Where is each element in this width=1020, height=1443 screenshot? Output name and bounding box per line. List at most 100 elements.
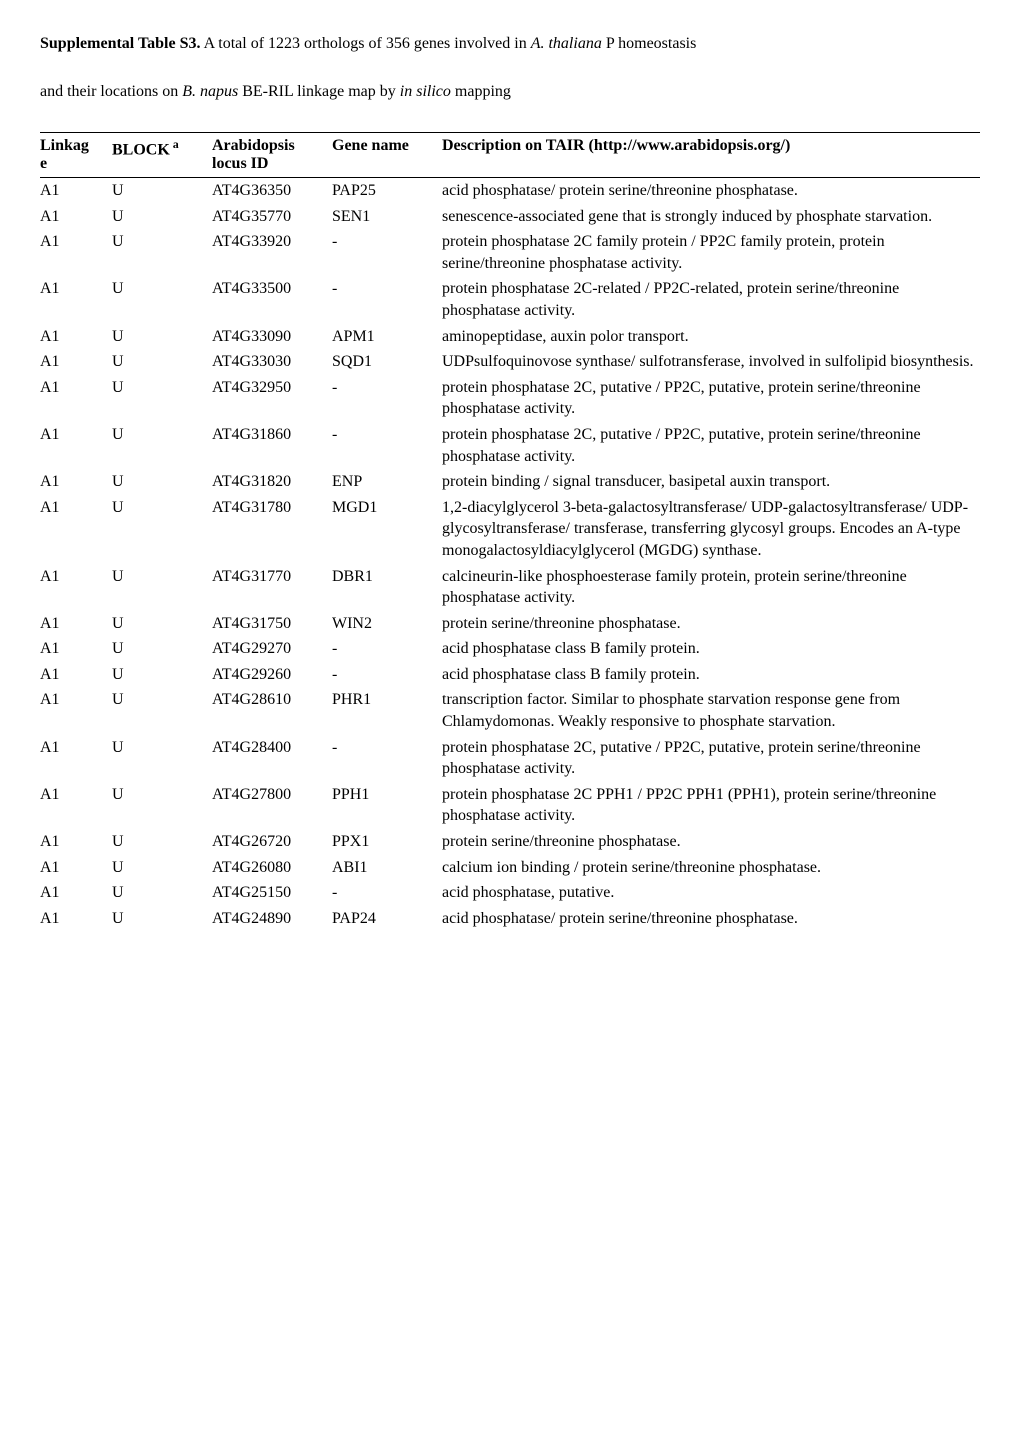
header-linkage-top: Linkag <box>40 137 89 154</box>
table-row: A1UAT4G28400-protein phosphatase 2C, put… <box>40 735 980 782</box>
cell-locus: AT4G36350 <box>212 178 332 204</box>
table-row: A1UAT4G33920-protein phosphatase 2C fami… <box>40 229 980 276</box>
header-block-text: BLOCK <box>112 141 170 158</box>
cell-desc: protein serine/threonine phosphatase. <box>442 611 980 637</box>
title-text-2b: BE-RIL linkage map by <box>238 83 400 100</box>
header-block-sup: a <box>170 137 179 151</box>
header-arabidopsis-top: Arabidopsis <box>212 137 295 154</box>
title-label: Supplemental Table S3. <box>40 35 201 52</box>
cell-desc: protein phosphatase 2C family protein / … <box>442 229 980 276</box>
cell-linkage: A1 <box>40 349 112 375</box>
cell-locus: AT4G26080 <box>212 855 332 881</box>
table-row: A1UAT4G33090APM1aminopeptidase, auxin po… <box>40 324 980 350</box>
title-text-2a: and their locations on <box>40 83 182 100</box>
cell-desc: transcription factor. Similar to phospha… <box>442 687 980 734</box>
cell-gene: SEN1 <box>332 204 442 230</box>
cell-gene: PPH1 <box>332 782 442 829</box>
cell-block: U <box>112 662 212 688</box>
cell-linkage: A1 <box>40 611 112 637</box>
cell-locus: AT4G31860 <box>212 422 332 469</box>
cell-desc: protein phosphatase 2C, putative / PP2C,… <box>442 735 980 782</box>
cell-block: U <box>112 229 212 276</box>
header-arabidopsis: Arabidopsis locus ID <box>212 133 332 178</box>
cell-gene: - <box>332 735 442 782</box>
table-row: A1UAT4G29270-acid phosphatase class B fa… <box>40 636 980 662</box>
cell-gene: PAP25 <box>332 178 442 204</box>
table-row: A1UAT4G28610PHR1transcription factor. Si… <box>40 687 980 734</box>
cell-desc: acid phosphatase/ protein serine/threoni… <box>442 906 980 932</box>
cell-locus: AT4G31750 <box>212 611 332 637</box>
cell-block: U <box>112 855 212 881</box>
title-line-1: Supplemental Table S3. A total of 1223 o… <box>40 32 980 56</box>
cell-gene: - <box>332 880 442 906</box>
cell-block: U <box>112 324 212 350</box>
cell-linkage: A1 <box>40 687 112 734</box>
table-row: A1UAT4G31860-protein phosphatase 2C, put… <box>40 422 980 469</box>
header-arabidopsis-bot: locus ID <box>212 155 268 172</box>
cell-linkage: A1 <box>40 422 112 469</box>
header-gene: Gene name <box>332 133 442 178</box>
table-row: A1UAT4G33030SQD1UDPsulfoquinovose syntha… <box>40 349 980 375</box>
cell-block: U <box>112 495 212 564</box>
table-row: A1UAT4G31820ENPprotein binding / signal … <box>40 469 980 495</box>
cell-locus: AT4G25150 <box>212 880 332 906</box>
cell-block: U <box>112 611 212 637</box>
cell-linkage: A1 <box>40 829 112 855</box>
table-row: A1UAT4G31770DBR1calcineurin-like phospho… <box>40 564 980 611</box>
cell-linkage: A1 <box>40 782 112 829</box>
header-linkage-bot: e <box>40 155 47 172</box>
cell-locus: AT4G26720 <box>212 829 332 855</box>
cell-desc: protein phosphatase 2C-related / PP2C-re… <box>442 276 980 323</box>
cell-block: U <box>112 636 212 662</box>
cell-block: U <box>112 735 212 782</box>
cell-desc: protein phosphatase 2C, putative / PP2C,… <box>442 422 980 469</box>
cell-block: U <box>112 829 212 855</box>
cell-locus: AT4G31780 <box>212 495 332 564</box>
cell-gene: - <box>332 375 442 422</box>
cell-block: U <box>112 276 212 323</box>
cell-gene: PHR1 <box>332 687 442 734</box>
title-block: Supplemental Table S3. A total of 1223 o… <box>40 32 980 104</box>
cell-desc: protein phosphatase 2C, putative / PP2C,… <box>442 375 980 422</box>
table-row: A1UAT4G26720PPX1protein serine/threonine… <box>40 829 980 855</box>
cell-locus: AT4G28400 <box>212 735 332 782</box>
title-italic-1: A. thaliana <box>531 35 602 52</box>
cell-linkage: A1 <box>40 324 112 350</box>
cell-desc: calcium ion binding / protein serine/thr… <box>442 855 980 881</box>
cell-gene: DBR1 <box>332 564 442 611</box>
cell-locus: AT4G28610 <box>212 687 332 734</box>
cell-desc: acid phosphatase/ protein serine/threoni… <box>442 178 980 204</box>
cell-block: U <box>112 204 212 230</box>
cell-desc: protein binding / signal transducer, bas… <box>442 469 980 495</box>
cell-gene: APM1 <box>332 324 442 350</box>
cell-gene: - <box>332 276 442 323</box>
cell-linkage: A1 <box>40 495 112 564</box>
table-header-row: Linkag e BLOCK a Arabidopsis locus ID Ge… <box>40 133 980 178</box>
table-row: A1UAT4G26080ABI1calcium ion binding / pr… <box>40 855 980 881</box>
cell-locus: AT4G29270 <box>212 636 332 662</box>
cell-locus: AT4G32950 <box>212 375 332 422</box>
cell-gene: ABI1 <box>332 855 442 881</box>
table-row: A1UAT4G25150-acid phosphatase, putative. <box>40 880 980 906</box>
table-row: A1UAT4G27800PPH1protein phosphatase 2C P… <box>40 782 980 829</box>
orthologs-table: Linkag e BLOCK a Arabidopsis locus ID Ge… <box>40 132 980 931</box>
cell-locus: AT4G35770 <box>212 204 332 230</box>
cell-desc: UDPsulfoquinovose synthase/ sulfotransfe… <box>442 349 980 375</box>
table-row: A1UAT4G31780MGD11,2-diacylglycerol 3-bet… <box>40 495 980 564</box>
table-row: A1UAT4G32950-protein phosphatase 2C, put… <box>40 375 980 422</box>
cell-locus: AT4G33500 <box>212 276 332 323</box>
header-desc: Description on TAIR (http://www.arabidop… <box>442 133 980 178</box>
header-block: BLOCK a <box>112 133 212 178</box>
table-body: A1UAT4G36350PAP25acid phosphatase/ prote… <box>40 178 980 932</box>
cell-gene: WIN2 <box>332 611 442 637</box>
table-row: A1UAT4G35770SEN1senescence-associated ge… <box>40 204 980 230</box>
cell-block: U <box>112 349 212 375</box>
cell-linkage: A1 <box>40 469 112 495</box>
title-text-2c: mapping <box>451 83 511 100</box>
cell-desc: aminopeptidase, auxin polor transport. <box>442 324 980 350</box>
cell-desc: acid phosphatase, putative. <box>442 880 980 906</box>
cell-linkage: A1 <box>40 880 112 906</box>
cell-locus: AT4G24890 <box>212 906 332 932</box>
cell-gene: - <box>332 422 442 469</box>
cell-gene: - <box>332 636 442 662</box>
